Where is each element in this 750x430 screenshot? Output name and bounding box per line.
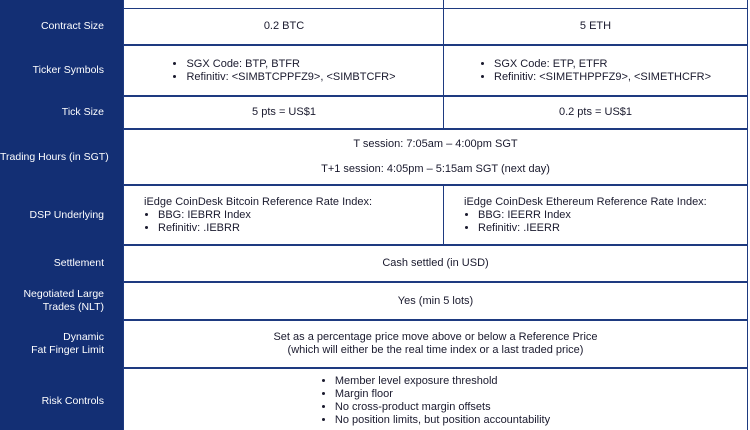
table-cell: T session: 7:05am – 4:00pm SGT T+1 sessio… bbox=[123, 129, 748, 185]
cell-text: 0.2 BTC bbox=[263, 20, 305, 32]
row-label: Dynamic Fat Finger Limit bbox=[0, 320, 104, 368]
table-cell: 0.2 BTC bbox=[123, 8, 445, 45]
row-label-line: Contract Size bbox=[40, 20, 104, 32]
table-cell: 0.2 pts = US$1 bbox=[443, 96, 748, 129]
bullet-item: SGX Code: ETP, ETFR bbox=[494, 58, 711, 71]
table-cell: Set as a percentage price move above or … bbox=[123, 320, 748, 368]
table-cell: Cash settled (in USD) bbox=[123, 245, 748, 282]
table-cell: 5 pts = US$1 bbox=[123, 96, 445, 129]
bullet-item: Refinitiv: .IEERR bbox=[478, 222, 571, 235]
cell-text: Yes (min 5 lots) bbox=[397, 294, 474, 307]
row-label: Tick Size bbox=[0, 96, 104, 129]
row-label-line: Negotiated Large bbox=[23, 288, 104, 300]
bullet-item: No cross-product margin offsets bbox=[335, 401, 550, 414]
row-label: Ticker Symbols bbox=[0, 45, 104, 96]
bullet-list: SGX Code: BTP, BTFRRefinitiv: <SIMBTCPPF… bbox=[172, 58, 395, 84]
bullet-item: SGX Code: BTP, BTFR bbox=[186, 58, 395, 71]
row-label-line: Trades (NLT) bbox=[42, 301, 104, 313]
bullet-list: Member level exposure thresholdMargin fl… bbox=[321, 375, 550, 427]
table-cell: Member level exposure thresholdMargin fl… bbox=[123, 368, 748, 430]
bullet-item: Margin floor bbox=[335, 388, 550, 401]
table-cell: iEdge CoinDesk Bitcoin Reference Rate In… bbox=[123, 185, 445, 245]
row-label-line: Settlement bbox=[53, 257, 104, 269]
table-cell: SGX Code: ETP, ETFRRefinitiv: <SIMETHPPF… bbox=[443, 45, 748, 96]
row-label: Risk Controls bbox=[0, 368, 104, 430]
bullet-item: Refinitiv: <SIMETHPPFZ9>, <SIMETHCFR> bbox=[494, 71, 711, 84]
cell-text: 5 ETH bbox=[579, 20, 612, 32]
bullet-item: Member level exposure threshold bbox=[335, 375, 550, 388]
bullet-list: SGX Code: ETP, ETFRRefinitiv: <SIMETHPPF… bbox=[480, 58, 711, 84]
bullet-item: BBG: IEBRR Index bbox=[158, 209, 251, 222]
bullet-item: Refinitiv: .IEBRR bbox=[158, 222, 251, 235]
table-cell: 5 ETH bbox=[443, 8, 748, 45]
row-label-line: Trading Hours (in SGT) bbox=[0, 150, 109, 163]
row-label-line: Tick Size bbox=[61, 106, 104, 118]
table-cell: Yes (min 5 lots) bbox=[123, 282, 748, 320]
cell-heading: iEdge CoinDesk Ethereum Reference Rate I… bbox=[464, 195, 707, 208]
cell-heading: iEdge CoinDesk Bitcoin Reference Rate In… bbox=[144, 195, 373, 208]
label-column bbox=[0, 0, 123, 430]
bullet-item: BBG: IEERR Index bbox=[478, 209, 571, 222]
cell-text: (which will either be the real time inde… bbox=[287, 344, 584, 356]
bullet-item: No position limits, but position account… bbox=[335, 414, 550, 427]
row-label-line: DSP Underlying bbox=[29, 208, 104, 221]
cell-text: Cash settled (in USD) bbox=[382, 257, 489, 269]
bullet-list: BBG: IEBRR IndexRefinitiv: .IEBRR bbox=[144, 209, 251, 235]
cell-text: T session: 7:05am – 4:00pm SGT bbox=[353, 138, 518, 150]
row-label: Settlement bbox=[0, 245, 104, 282]
table-cell: SGX Code: BTP, BTFRRefinitiv: <SIMBTCPPF… bbox=[123, 45, 445, 96]
cell-text: Set as a percentage price move above or … bbox=[273, 331, 598, 343]
row-label-line: Fat Finger Limit bbox=[31, 344, 104, 356]
cell-text: 5 pts = US$1 bbox=[252, 106, 316, 118]
row-label: Contract Size bbox=[0, 8, 104, 45]
bullet-list: BBG: IEERR IndexRefinitiv: .IEERR bbox=[464, 209, 571, 235]
row-label: DSP Underlying bbox=[0, 185, 104, 245]
cell-text: 0.2 pts = US$1 bbox=[558, 106, 633, 118]
row-label-line: Dynamic bbox=[63, 331, 104, 343]
row-label: Negotiated Large Trades (NLT) bbox=[0, 282, 104, 320]
row-label-line: Risk Controls bbox=[41, 394, 104, 407]
row-label-line: Ticker Symbols bbox=[32, 64, 104, 76]
row-label: Trading Hours (in SGT) bbox=[0, 129, 109, 185]
cell-text: T+1 session: 4:05pm – 5:15am SGT (next d… bbox=[321, 163, 550, 175]
table-cell: iEdge CoinDesk Ethereum Reference Rate I… bbox=[443, 185, 748, 245]
bullet-item: Refinitiv: <SIMBTCPPFZ9>, <SIMBTCFR> bbox=[186, 71, 395, 84]
